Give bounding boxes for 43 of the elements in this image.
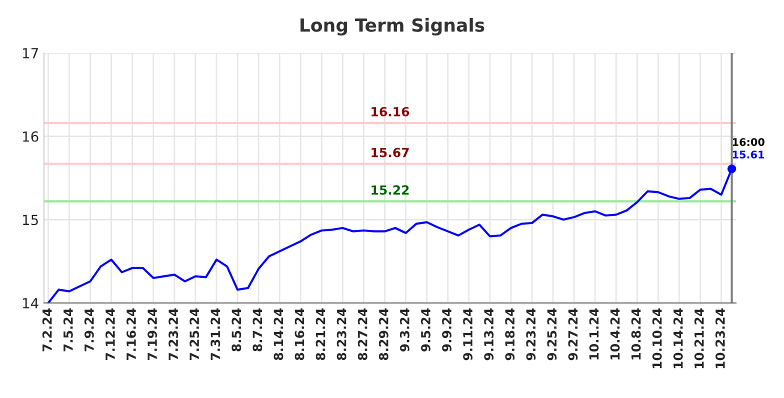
x-tick-label: 7.5.24 <box>63 308 73 352</box>
y-tick-label: 17 <box>22 48 38 58</box>
ref-line-label: 15.22 <box>372 185 409 195</box>
x-tick-label: 10.4.24 <box>610 308 620 360</box>
x-tick-label: 9.27.24 <box>568 308 578 360</box>
x-tick-label: 7.16.24 <box>126 308 136 360</box>
x-tick-label: 10.23.24 <box>715 308 725 368</box>
x-tick-label: 7.23.24 <box>168 308 178 360</box>
x-tick-label: 10.1.24 <box>589 308 599 360</box>
annotation: 16:00 <box>732 138 764 146</box>
x-tick-label: 10.21.24 <box>694 308 704 368</box>
x-tick-label: 8.14.24 <box>274 308 284 360</box>
chart-title: Long Term Signals <box>300 18 484 36</box>
x-tick-label: 8.21.24 <box>316 308 326 360</box>
x-tick-label: 9.18.24 <box>505 308 515 360</box>
y-tick-label: 16 <box>22 131 38 142</box>
x-tick-label: 8.29.24 <box>378 308 388 360</box>
x-tick-label: 8.7.24 <box>252 308 262 352</box>
x-tick-label: 10.10.24 <box>652 308 662 368</box>
x-tick-label: 9.9.24 <box>442 308 452 352</box>
x-tick-label: 7.2.24 <box>42 308 52 352</box>
annotation: 15.61 <box>732 150 764 158</box>
y-tick-label: 14 <box>22 298 38 308</box>
x-tick-label: 7.25.24 <box>190 308 200 360</box>
y-tick-label: 15 <box>22 214 38 226</box>
x-tick-label: 9.3.24 <box>400 308 410 352</box>
x-tick-label: 7.9.24 <box>84 308 94 352</box>
x-tick-label: 8.27.24 <box>358 308 368 360</box>
x-tick-label: 10.8.24 <box>631 308 641 360</box>
x-tick-label: 9.5.24 <box>420 308 430 352</box>
x-tick-label: 7.12.24 <box>105 308 115 360</box>
x-tick-label: 7.19.24 <box>148 308 157 360</box>
x-tick-label: 7.31.24 <box>210 308 220 360</box>
x-tick-label: 8.5.24 <box>232 308 242 352</box>
x-tick-label: 9.25.24 <box>547 308 557 360</box>
ref-line-label: 16.16 <box>372 106 410 116</box>
x-tick-label: 9.13.24 <box>484 308 494 360</box>
x-tick-label: 8.23.24 <box>336 308 346 360</box>
x-tick-label: 10.14.24 <box>673 308 683 368</box>
x-tick-label: 9.23.24 <box>526 308 536 360</box>
x-tick-label: 8.16.24 <box>294 308 304 360</box>
ref-line-label: 15.67 <box>372 148 409 158</box>
x-tick-label: 9.11.24 <box>463 308 472 360</box>
